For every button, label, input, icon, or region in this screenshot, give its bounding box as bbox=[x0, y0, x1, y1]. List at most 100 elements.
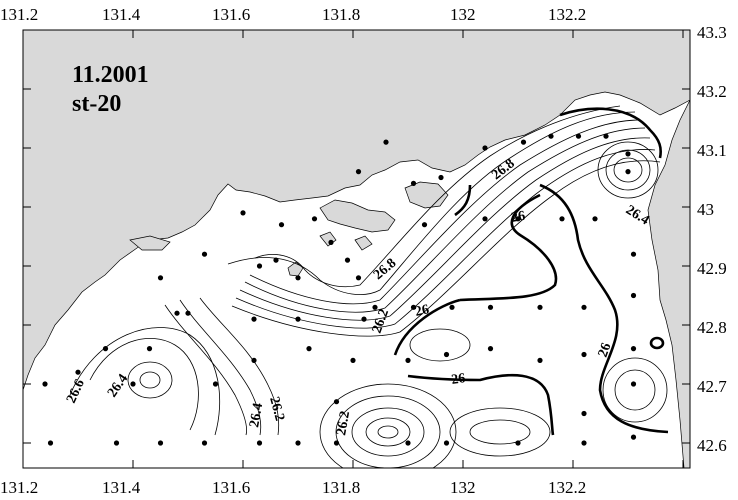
y-tick-label: 43 bbox=[697, 200, 714, 219]
station-point bbox=[295, 440, 301, 446]
station-point bbox=[306, 346, 312, 352]
station-point bbox=[443, 440, 450, 446]
station-point bbox=[157, 440, 164, 446]
station-point bbox=[174, 310, 180, 316]
x-tick-label: 131.4 bbox=[102, 5, 141, 24]
station-point bbox=[361, 316, 367, 322]
y-tick-label: 42.9 bbox=[697, 259, 727, 278]
station-point bbox=[559, 216, 565, 222]
island-left-cape bbox=[129, 235, 171, 251]
station-point bbox=[130, 381, 136, 387]
contour-label: 26 bbox=[450, 371, 466, 388]
contour-label: 26 bbox=[596, 341, 615, 359]
station-point bbox=[421, 222, 428, 228]
station-point bbox=[410, 304, 417, 310]
station-point bbox=[603, 133, 609, 139]
station-point bbox=[344, 257, 351, 263]
station-point bbox=[328, 239, 334, 245]
station-point bbox=[251, 357, 257, 363]
map-title-date: 11.2001 bbox=[72, 62, 149, 88]
station-point bbox=[75, 369, 81, 375]
map-title-station: st-20 bbox=[72, 91, 121, 117]
station-point bbox=[405, 440, 411, 446]
x-tick-label: 131.6 bbox=[212, 478, 250, 497]
east-coast bbox=[647, 99, 690, 468]
x-tick-labels-top: 131.2 131.4 131.6 131.8 132 132.2 bbox=[0, 5, 586, 24]
station-point bbox=[157, 275, 164, 281]
x-tick-label: 132.2 bbox=[548, 5, 586, 24]
contour-label: 26 bbox=[414, 302, 431, 320]
station-point bbox=[256, 440, 263, 446]
island-medium bbox=[404, 181, 449, 209]
y-tick-labels-right: 43.3 43.2 43.1 43 42.9 42.8 42.7 42.6 bbox=[697, 23, 727, 455]
station-point bbox=[515, 440, 521, 446]
station-point bbox=[438, 174, 444, 181]
station-point bbox=[581, 304, 587, 310]
station-point bbox=[47, 440, 54, 446]
station-point bbox=[102, 346, 109, 352]
station-point bbox=[212, 381, 219, 387]
station-point bbox=[630, 292, 637, 299]
x-tick-label: 131.6 bbox=[212, 5, 250, 24]
station-point bbox=[42, 381, 48, 387]
station-point bbox=[333, 440, 340, 446]
island-small-3 bbox=[354, 235, 373, 251]
station-point bbox=[487, 346, 494, 352]
station-point bbox=[515, 216, 521, 222]
y-tick-label: 42.8 bbox=[697, 318, 727, 337]
station-point bbox=[278, 222, 285, 228]
station-point bbox=[372, 304, 378, 310]
contour-label: 26 bbox=[510, 209, 526, 226]
station-point bbox=[295, 316, 301, 322]
station-point bbox=[482, 145, 488, 151]
x-tick-label: 131.4 bbox=[102, 478, 141, 497]
station-point bbox=[581, 410, 587, 417]
station-point bbox=[355, 275, 362, 281]
station-point bbox=[383, 139, 389, 145]
y-tick-label: 43.2 bbox=[697, 82, 727, 101]
contour-label: 26.4 bbox=[247, 402, 266, 429]
station-point bbox=[487, 304, 494, 310]
station-point bbox=[113, 440, 120, 446]
station-points bbox=[42, 133, 637, 446]
contour-label: 26.2 bbox=[334, 410, 353, 437]
station-point bbox=[581, 440, 587, 446]
x-tick-label: 131.8 bbox=[322, 5, 360, 24]
x-tick-label: 131.2 bbox=[0, 5, 38, 24]
station-point bbox=[273, 257, 279, 263]
station-point bbox=[537, 304, 543, 310]
x-tick-label: 131.8 bbox=[322, 478, 360, 497]
station-point bbox=[295, 275, 301, 281]
station-point bbox=[630, 434, 637, 440]
station-point bbox=[520, 139, 527, 145]
x-tick-label: 132 bbox=[450, 478, 476, 497]
station-point bbox=[625, 169, 631, 175]
bold-contours bbox=[393, 107, 669, 436]
island-large bbox=[319, 199, 396, 233]
station-point bbox=[548, 133, 554, 139]
station-point bbox=[443, 351, 450, 358]
x-tick-label: 132 bbox=[450, 5, 476, 24]
station-point bbox=[256, 263, 263, 269]
y-tick-label: 43.1 bbox=[697, 141, 727, 160]
tick-marks bbox=[22, 29, 690, 468]
station-point bbox=[625, 151, 631, 157]
station-point bbox=[630, 346, 637, 352]
y-tick-label: 42.6 bbox=[697, 436, 727, 455]
contour-label: 26.2 bbox=[266, 395, 287, 423]
y-tick-label: 42.7 bbox=[697, 377, 727, 396]
station-point bbox=[333, 399, 340, 405]
station-point bbox=[405, 357, 411, 363]
station-point bbox=[575, 133, 582, 139]
station-point bbox=[146, 346, 153, 352]
station-point bbox=[311, 216, 318, 222]
station-point bbox=[537, 357, 543, 363]
x-tick-label: 131.2 bbox=[0, 478, 38, 497]
x-tick-label: 132.2 bbox=[548, 478, 586, 497]
station-point bbox=[251, 316, 257, 322]
station-point bbox=[185, 310, 191, 316]
station-point bbox=[240, 210, 246, 216]
station-point bbox=[449, 304, 455, 310]
station-point bbox=[201, 251, 208, 257]
station-point bbox=[482, 216, 488, 222]
